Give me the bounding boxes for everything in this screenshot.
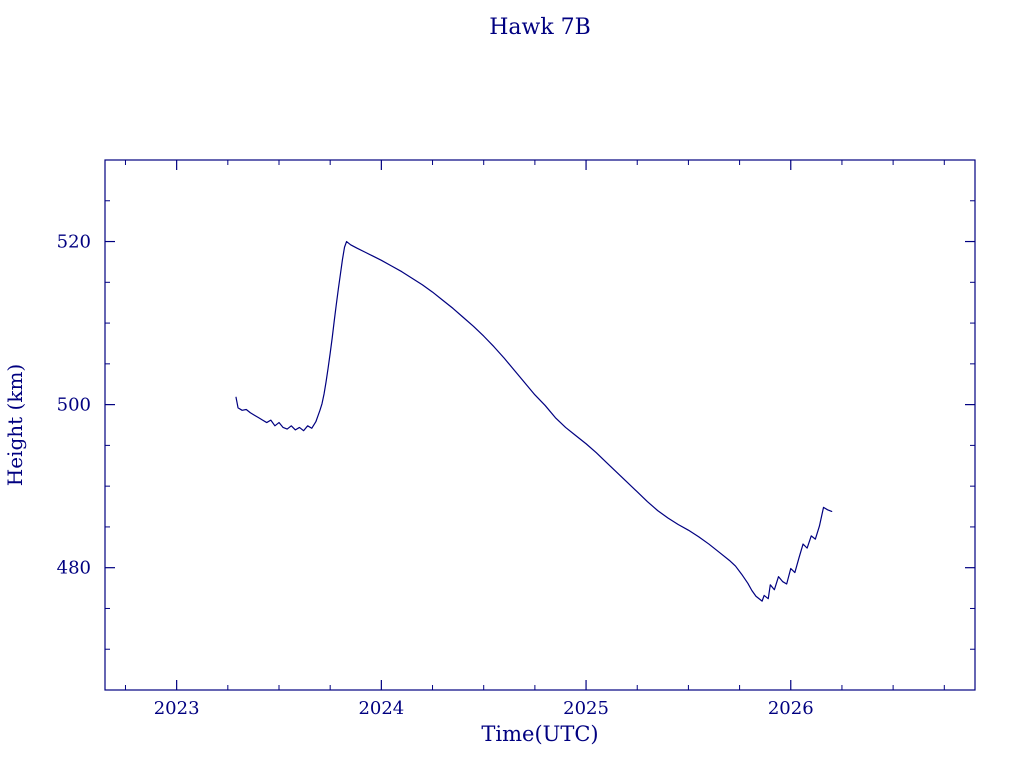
plot-layer: 2023 2024 2025 2026 480 500 520 — [57, 159, 976, 719]
y-tick-label: 500 — [57, 395, 91, 416]
x-tick-label: 2025 — [563, 698, 609, 719]
plot-frame — [104, 159, 976, 691]
x-tick-label: 2023 — [154, 698, 200, 719]
y-tick-label: 520 — [57, 232, 91, 253]
x-tick-label: 2024 — [358, 698, 404, 719]
x-tick-label: 2026 — [768, 698, 814, 719]
y-axis-label: Height (km) — [3, 364, 27, 486]
y-tick-label: 480 — [57, 558, 91, 579]
x-axis-label: Time(UTC) — [481, 722, 598, 746]
height-curve — [235, 240, 833, 602]
chart-title: Hawk 7B — [489, 15, 591, 40]
